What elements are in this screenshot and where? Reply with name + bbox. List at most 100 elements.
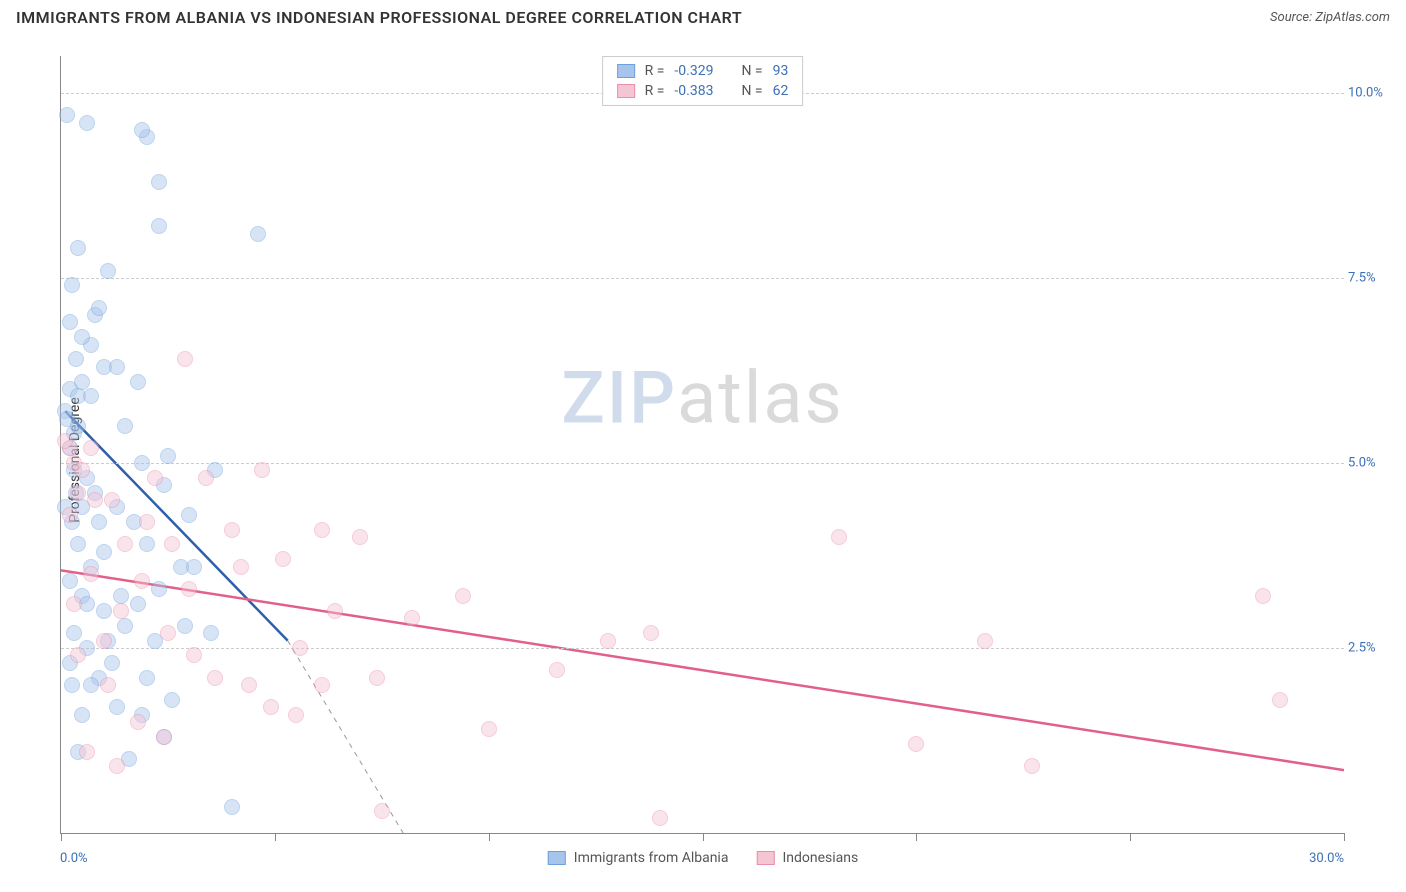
x-tick — [61, 833, 62, 841]
data-point — [134, 573, 150, 589]
data-point — [70, 240, 86, 256]
data-point — [224, 799, 240, 815]
gridline-h — [61, 463, 1344, 464]
data-point — [1272, 692, 1288, 708]
data-point — [263, 699, 279, 715]
chart-wrapper: Professional Degree ZIPatlas R = -0.329 … — [16, 40, 1390, 880]
legend-label-series-1: Immigrants from Albania — [574, 850, 729, 866]
data-point — [151, 581, 167, 597]
data-point — [139, 514, 155, 530]
data-point — [68, 351, 84, 367]
data-point — [79, 744, 95, 760]
data-point — [600, 633, 616, 649]
legend-row-series-2: R = -0.383 N = 62 — [617, 81, 789, 101]
data-point — [404, 610, 420, 626]
data-point — [203, 625, 219, 641]
data-point — [1255, 588, 1271, 604]
data-point — [224, 522, 240, 538]
data-point — [139, 536, 155, 552]
data-point — [83, 566, 99, 582]
data-point — [481, 721, 497, 737]
trend-lines — [61, 56, 1344, 833]
data-point — [160, 625, 176, 641]
data-point — [113, 603, 129, 619]
legend-correlation: R = -0.329 N = 93 R = -0.383 N = 62 — [602, 56, 804, 106]
data-point — [134, 122, 150, 138]
data-point — [177, 351, 193, 367]
data-point — [181, 581, 197, 597]
data-point — [74, 374, 90, 390]
data-point — [130, 714, 146, 730]
data-point — [908, 736, 924, 752]
data-point — [156, 729, 172, 745]
legend-swatch-series-2 — [756, 851, 774, 865]
y-tick-label: 2.5% — [1348, 641, 1390, 656]
chart-title: IMMIGRANTS FROM ALBANIA VS INDONESIAN PR… — [16, 8, 742, 27]
x-tick — [703, 833, 704, 841]
data-point — [70, 536, 86, 552]
x-tick — [275, 833, 276, 841]
data-point — [64, 277, 80, 293]
data-point — [147, 470, 163, 486]
watermark: ZIPatlas — [561, 355, 843, 440]
data-point — [117, 418, 133, 434]
y-tick-label: 5.0% — [1348, 456, 1390, 471]
data-point — [62, 573, 78, 589]
data-point — [275, 551, 291, 567]
data-point — [177, 618, 193, 634]
data-point — [250, 226, 266, 242]
data-point — [109, 699, 125, 715]
legend-r-value-1: -0.329 — [674, 63, 713, 79]
legend-r-label: R = — [645, 83, 665, 99]
data-point — [74, 707, 90, 723]
data-point — [64, 677, 80, 693]
legend-n-value-2: 62 — [773, 83, 789, 99]
data-point — [186, 647, 202, 663]
data-point — [831, 529, 847, 545]
legend-row-series-1: R = -0.329 N = 93 — [617, 61, 789, 81]
data-point — [130, 596, 146, 612]
data-point — [186, 559, 202, 575]
legend-r-value-2: -0.383 — [674, 83, 713, 99]
data-point — [70, 418, 86, 434]
data-point — [292, 640, 308, 656]
data-point — [66, 625, 82, 641]
data-point — [160, 448, 176, 464]
data-point — [117, 618, 133, 634]
data-point — [74, 462, 90, 478]
data-point — [233, 559, 249, 575]
x-tick — [916, 833, 917, 841]
data-point — [549, 662, 565, 678]
data-point — [207, 670, 223, 686]
data-point — [59, 107, 75, 123]
legend-item-series-1: Immigrants from Albania — [548, 850, 729, 866]
data-point — [113, 588, 129, 604]
data-point — [83, 388, 99, 404]
legend-swatch-series-1 — [617, 64, 635, 78]
legend-label-series-2: Indonesians — [782, 850, 858, 866]
data-point — [66, 596, 82, 612]
data-point — [352, 529, 368, 545]
data-point — [198, 470, 214, 486]
data-point — [455, 588, 471, 604]
data-point — [70, 485, 86, 501]
data-point — [74, 329, 90, 345]
legend-n-label: N = — [741, 63, 762, 79]
data-point — [134, 455, 150, 471]
data-point — [164, 536, 180, 552]
data-point — [254, 462, 270, 478]
data-point — [57, 433, 73, 449]
legend-item-series-2: Indonesians — [756, 850, 858, 866]
data-point — [104, 492, 120, 508]
data-point — [109, 359, 125, 375]
data-point — [96, 603, 112, 619]
data-point — [130, 374, 146, 390]
data-point — [96, 544, 112, 560]
data-point — [87, 492, 103, 508]
data-point — [91, 514, 107, 530]
data-point — [314, 677, 330, 693]
data-point — [100, 677, 116, 693]
data-point — [374, 803, 390, 819]
data-point — [241, 677, 257, 693]
legend-series: Immigrants from Albania Indonesians — [548, 850, 858, 866]
